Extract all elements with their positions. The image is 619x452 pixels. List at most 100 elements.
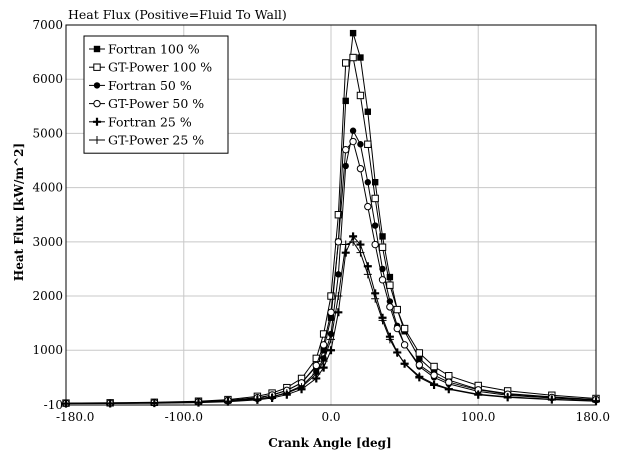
- legend-item: Fortran 50 %: [89, 78, 192, 93]
- data-point: [334, 292, 343, 301]
- data-point: [320, 347, 327, 354]
- data-point: [386, 303, 394, 311]
- data-point: [416, 355, 423, 362]
- data-point: [356, 91, 365, 100]
- data-point: [444, 384, 453, 393]
- y-tick-label: 1000: [32, 343, 63, 357]
- y-tick-label: 5000: [32, 126, 63, 140]
- x-tick-label: -180.0: [56, 410, 94, 424]
- legend-item: GT-Power 50 %: [89, 96, 204, 111]
- y-tick-label: -10: [44, 398, 63, 412]
- data-point: [356, 164, 365, 173]
- data-point: [393, 348, 402, 357]
- data-point: [341, 240, 350, 249]
- legend-label: GT-Power 50 %: [108, 96, 204, 111]
- data-point: [62, 399, 70, 408]
- data-point: [342, 145, 350, 154]
- data-point: [342, 97, 349, 105]
- legend-item: GT-Power 100 %: [89, 60, 212, 75]
- data-point: [349, 137, 357, 146]
- data-point: [342, 162, 349, 170]
- data-point: [393, 324, 401, 333]
- legend-marker: [93, 117, 101, 126]
- data-point: [547, 395, 556, 404]
- data-point: [312, 361, 320, 370]
- data-point: [319, 330, 328, 338]
- data-point: [349, 53, 357, 62]
- x-axis-label: Crank Angle [deg]: [268, 436, 391, 450]
- data-point: [282, 389, 291, 398]
- plot-frame: [65, 24, 597, 406]
- data-point: [371, 179, 379, 186]
- data-point: [357, 54, 364, 61]
- data-point: [327, 335, 335, 344]
- x-tick-label: 180.0: [576, 410, 610, 424]
- data-point: [371, 240, 379, 249]
- data-point: [268, 392, 277, 401]
- data-point: [223, 397, 232, 406]
- data-point: [503, 392, 512, 401]
- x-tick-label: -100.0: [165, 410, 203, 424]
- y-tick-label: 3000: [32, 235, 63, 249]
- data-point: [364, 202, 372, 211]
- data-point: [363, 270, 372, 279]
- legend: Fortran 100 % GT-Power 100 % Fortran 50 % G…: [83, 35, 229, 154]
- data-point: [400, 359, 409, 368]
- data-point: [415, 372, 424, 381]
- data-point: [379, 233, 386, 240]
- legend-marker: [93, 136, 101, 144]
- data-point: [386, 281, 394, 289]
- data-point: [150, 398, 159, 407]
- data-point: [474, 390, 483, 399]
- data-point: [349, 29, 357, 37]
- data-point: [334, 211, 343, 219]
- data-point: [297, 383, 306, 392]
- legend-label: GT-Power 25 %: [108, 133, 204, 148]
- data-point: [371, 294, 380, 303]
- data-point: [371, 194, 379, 203]
- data-point: [327, 346, 335, 355]
- data-point: [106, 399, 115, 408]
- data-point: [312, 354, 320, 363]
- data-point: [386, 273, 394, 281]
- grid: [65, 24, 597, 405]
- legend-box: [83, 35, 229, 154]
- legend-marker: [93, 82, 101, 89]
- legend-marker: [93, 99, 101, 108]
- data-point: [378, 243, 387, 251]
- legend-item: Fortran 100 %: [89, 42, 200, 57]
- data-point: [415, 349, 424, 357]
- data-point: [327, 308, 335, 317]
- legend-label: Fortran 25 %: [108, 114, 192, 129]
- data-point: [430, 379, 439, 388]
- data-point: [356, 248, 365, 257]
- data-point: [385, 335, 394, 344]
- y-tick-label: 2000: [32, 289, 63, 303]
- data-point: [364, 179, 372, 186]
- data-point: [356, 240, 365, 249]
- legend-marker: [93, 63, 101, 71]
- data-point: [378, 316, 387, 325]
- data-point: [592, 396, 600, 405]
- data-point: [194, 398, 203, 407]
- legend-item: Fortran 25 %: [89, 114, 192, 129]
- legend-label: Fortran 50 %: [108, 78, 192, 93]
- data-point: [334, 238, 343, 246]
- data-point: [253, 395, 262, 404]
- data-point: [415, 361, 424, 369]
- data-point: [400, 341, 409, 349]
- data-point: [378, 276, 387, 284]
- data-point: [364, 140, 372, 148]
- data-point: [319, 341, 328, 349]
- data-point: [319, 357, 328, 366]
- data-point: [327, 292, 335, 300]
- legend-label: Fortran 100 %: [108, 42, 200, 57]
- data-point: [430, 371, 438, 379]
- legend-label: GT-Power 100 %: [108, 60, 212, 75]
- legend-item: GT-Power 25 %: [89, 133, 204, 148]
- chart-title: Heat Flux (Positive=Fluid To Wall): [68, 7, 287, 22]
- data-point: [357, 141, 364, 148]
- series-6: [62, 237, 600, 408]
- data-point: [400, 324, 409, 333]
